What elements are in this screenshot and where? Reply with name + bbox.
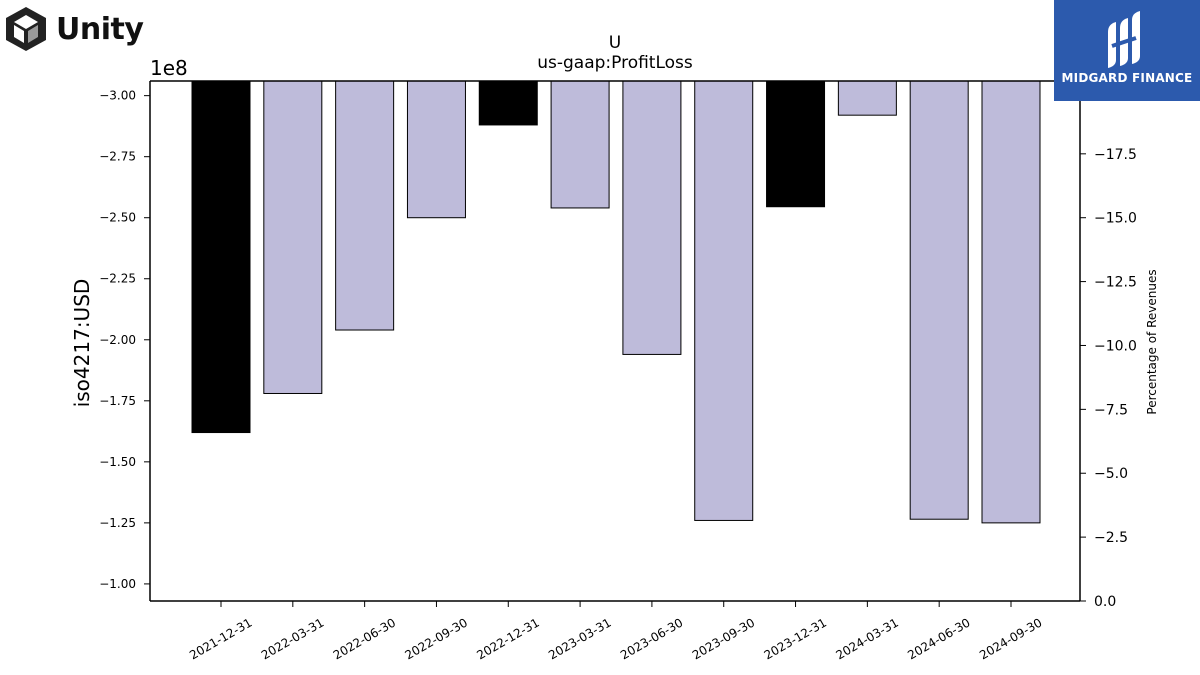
x-tick-label: 2023-06-30	[618, 615, 685, 662]
y-tick-label: −2.50	[99, 211, 136, 225]
bar-2022-09-30	[406, 80, 466, 219]
y-tick-label: −3.00	[99, 89, 136, 103]
x-tick-label: 2023-09-30	[690, 615, 757, 662]
y-tick-label: −1.00	[99, 577, 136, 591]
y2-tick-label: 0.0	[1094, 594, 1116, 610]
y2-tick-label: −2.5	[1094, 530, 1128, 546]
y2-tick-label: −5.0	[1094, 466, 1128, 482]
x-tick-label: 2022-03-31	[259, 615, 326, 662]
x-tick-label: 2021-12-31	[187, 615, 254, 662]
y2-tick-label: −17.5	[1094, 147, 1137, 163]
x-tick-label: 2022-09-30	[403, 615, 470, 662]
y-tick-label: −1.75	[99, 394, 136, 408]
bar-2023-03-31	[550, 80, 610, 209]
y2-tick-label: −7.5	[1094, 402, 1128, 418]
bar-2023-06-30	[622, 80, 682, 355]
y-tick-label: −1.25	[99, 516, 136, 530]
bar-2023-12-31	[766, 80, 826, 208]
unity-cube-icon	[6, 7, 46, 51]
y-offset-label: 1e8	[150, 56, 188, 80]
bar-2022-03-31	[263, 80, 323, 394]
x-tick-label: 2023-12-31	[762, 615, 829, 662]
y-tick-label: −2.00	[99, 333, 136, 347]
chart-title: U	[609, 33, 621, 53]
bar-2022-06-30	[335, 80, 395, 331]
y-tick-label: −2.75	[99, 150, 136, 164]
x-tick-label: 2022-06-30	[331, 615, 398, 662]
chart-subtitle: us-gaap:ProfitLoss	[537, 53, 693, 73]
midgard-mark-icon	[1108, 11, 1140, 68]
bar-2024-06-30	[909, 80, 969, 520]
x-tick-label: 2023-03-31	[546, 615, 613, 662]
y-axis-label: iso4217:USD	[70, 279, 94, 408]
bar-2022-12-31	[478, 80, 538, 126]
midgard-wordmark: MIDGARD FINANCE	[1061, 71, 1193, 85]
unity-logo: Unity	[4, 4, 144, 54]
y-tick-label: −2.25	[99, 272, 136, 286]
x-tick-label: 2022-12-31	[474, 615, 541, 662]
y-tick-label: −1.50	[99, 455, 136, 469]
bar-2021-12-31	[191, 80, 251, 434]
x-tick-label: 2024-03-31	[833, 615, 900, 662]
y2-tick-label: −12.5	[1094, 275, 1137, 291]
y2-tick-label: −15.0	[1094, 211, 1137, 227]
bar-2024-03-31	[837, 80, 897, 116]
x-tick-label: 2024-09-30	[977, 615, 1044, 662]
midgard-finance-logo: MIDGARD FINANCE	[1054, 0, 1200, 101]
x-tick-label: 2024-06-30	[905, 615, 972, 662]
bar-2024-09-30	[981, 80, 1041, 524]
y2-axis-label: Percentage of Revenues	[1145, 269, 1159, 414]
bar-2023-09-30	[694, 80, 754, 521]
unity-wordmark: Unity	[56, 11, 144, 47]
y2-tick-label: −10.0	[1094, 338, 1137, 354]
